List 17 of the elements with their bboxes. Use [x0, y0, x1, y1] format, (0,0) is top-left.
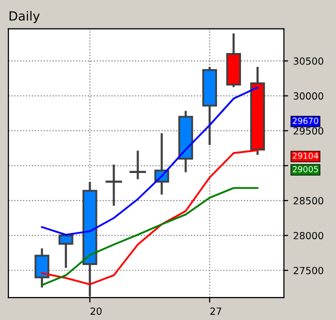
- text: 29104: [292, 152, 318, 159]
- candlestick: [58, 234, 74, 268]
- line-series: [41, 187, 258, 286]
- candlestick: [106, 164, 122, 206]
- y-tick-label: 30000: [294, 92, 324, 100]
- y-tick-label: 28000: [294, 232, 324, 240]
- text: 29670: [292, 118, 318, 124]
- y-tick-label: 29500: [294, 127, 324, 135]
- y-tick-label: 27500: [294, 266, 324, 274]
- y-tick-label: 30500: [294, 57, 324, 65]
- y-tick-label: 28500: [294, 197, 324, 204]
- candlestick: [130, 150, 146, 180]
- x-tick-label: 27: [210, 307, 222, 315]
- candlestick: [34, 248, 50, 288]
- x-tick-label: 20: [90, 307, 102, 315]
- text: 29005: [292, 166, 318, 172]
- chart-title: Daily: [10, 10, 40, 24]
